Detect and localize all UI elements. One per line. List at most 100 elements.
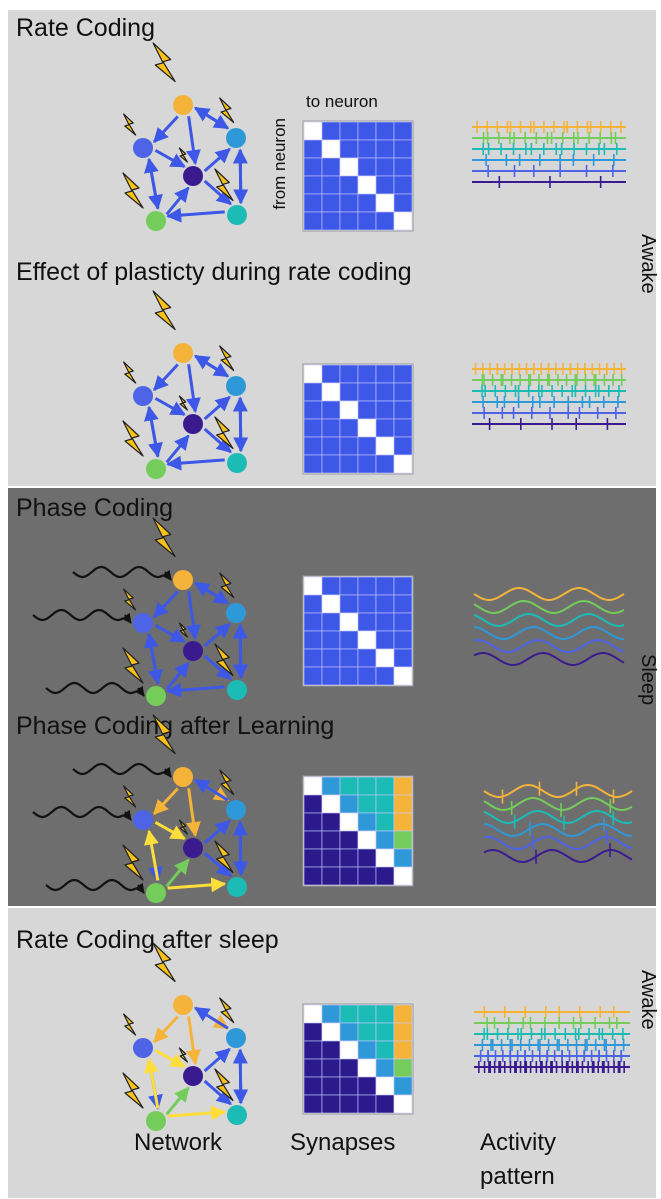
lightning-icon (214, 643, 234, 677)
matrix-cell (357, 1058, 377, 1078)
synapse-arrow (165, 1086, 190, 1116)
matrix-cell (357, 630, 377, 650)
matrix-cell (339, 1040, 359, 1060)
synapse-arrow (165, 186, 190, 216)
matrix-cell (339, 157, 359, 177)
synapse-arrow (166, 682, 225, 698)
section-title-phase-coding: Phase Coding (16, 494, 174, 522)
matrix-cell (375, 157, 395, 177)
matrix-cell (393, 121, 413, 141)
matrix-cell (339, 648, 359, 668)
matrix-cell (357, 364, 377, 384)
neuron-node (173, 95, 193, 115)
synapse-arrow (194, 354, 229, 378)
lightning-icon (122, 420, 144, 457)
matrix-cell (357, 848, 377, 868)
matrix-cell (357, 382, 377, 402)
matrix-cell (321, 576, 341, 596)
matrix-cell (393, 648, 413, 668)
matrix-cell (357, 418, 377, 438)
lightning-icon (178, 147, 188, 163)
matrix-cell (303, 1094, 323, 1114)
oscillation-arrow (161, 766, 172, 778)
matrix-cell (303, 157, 323, 177)
matrix-cell (393, 794, 413, 814)
matrix-cell (375, 648, 395, 668)
neuron-node (173, 343, 193, 363)
matrix-cell (393, 175, 413, 195)
matrix-cell (357, 454, 377, 474)
synapse-arrow (203, 654, 232, 681)
matrix-cell (375, 612, 395, 632)
lightning-icon (123, 113, 137, 136)
matrix-cell (339, 576, 359, 596)
neuron-node (227, 453, 247, 473)
matrix-cell (375, 382, 395, 402)
matrix-cell (393, 382, 413, 402)
synapse-arrow (154, 1049, 186, 1068)
matrix-cell (339, 830, 359, 850)
matrix-cell (375, 1022, 395, 1042)
matrix-cell (375, 794, 395, 814)
oscillation-input (72, 762, 164, 776)
matrix-cell (339, 666, 359, 686)
neuron-node (227, 680, 247, 700)
matrix-cell (375, 866, 395, 886)
matrix-cell (393, 594, 413, 614)
lightning-icon (214, 168, 234, 202)
matrix-cell (393, 630, 413, 650)
synapse-arrow (167, 877, 227, 893)
oscillation-arrow (121, 612, 132, 624)
matrix-cell (321, 1040, 341, 1060)
matrix-cell (393, 612, 413, 632)
neuron-node (183, 838, 203, 858)
matrix-cell (321, 382, 341, 402)
matrix-cell (303, 630, 323, 650)
synapse-arrow (232, 1048, 248, 1103)
neuron-node (133, 613, 153, 633)
matrix-cell (321, 848, 341, 868)
lightning-icon (219, 769, 235, 796)
matrix-cell (393, 436, 413, 456)
matrix-cell (303, 1022, 323, 1042)
synapse-arrow (153, 1015, 179, 1044)
matrix-cell (303, 211, 323, 231)
synapse-arrow (203, 851, 232, 878)
matrix-cell (339, 794, 359, 814)
synapse-arrow (154, 821, 186, 840)
matrix-cell (339, 848, 359, 868)
matrix-cell (357, 576, 377, 596)
lightning-icon (123, 588, 137, 611)
matrix-cell (339, 121, 359, 141)
lightning-icon (152, 714, 176, 755)
matrix-cell (321, 812, 341, 832)
matrix-cell (393, 576, 413, 596)
oscillation-trace (473, 652, 625, 666)
neuron-node (173, 767, 193, 787)
synapse-arrow (232, 396, 248, 451)
matrix-cell (339, 193, 359, 213)
matrix-cell (321, 1076, 341, 1096)
matrix-cell (393, 139, 413, 159)
matrix-cell (321, 121, 341, 141)
oscillation-arrow (134, 882, 145, 894)
synapses-column-label: Synapses (290, 1129, 396, 1156)
matrix-cell (393, 193, 413, 213)
neuron-node (226, 603, 246, 623)
synapse-arrow (185, 1016, 201, 1066)
matrix-cell (339, 1022, 359, 1042)
matrix-cell (321, 139, 341, 159)
matrix-cell (321, 418, 341, 438)
neuron-node (133, 386, 153, 406)
neuron-node (183, 166, 203, 186)
neuron-node (146, 459, 166, 479)
oscillation-trace (483, 848, 633, 864)
lightning-icon (219, 97, 235, 124)
matrix-cell (303, 454, 323, 474)
matrix-cell (375, 418, 395, 438)
matrix-cell (339, 866, 359, 886)
matrix-cell (303, 612, 323, 632)
synapse-arrow (203, 395, 231, 421)
matrix-cell (321, 1004, 341, 1024)
